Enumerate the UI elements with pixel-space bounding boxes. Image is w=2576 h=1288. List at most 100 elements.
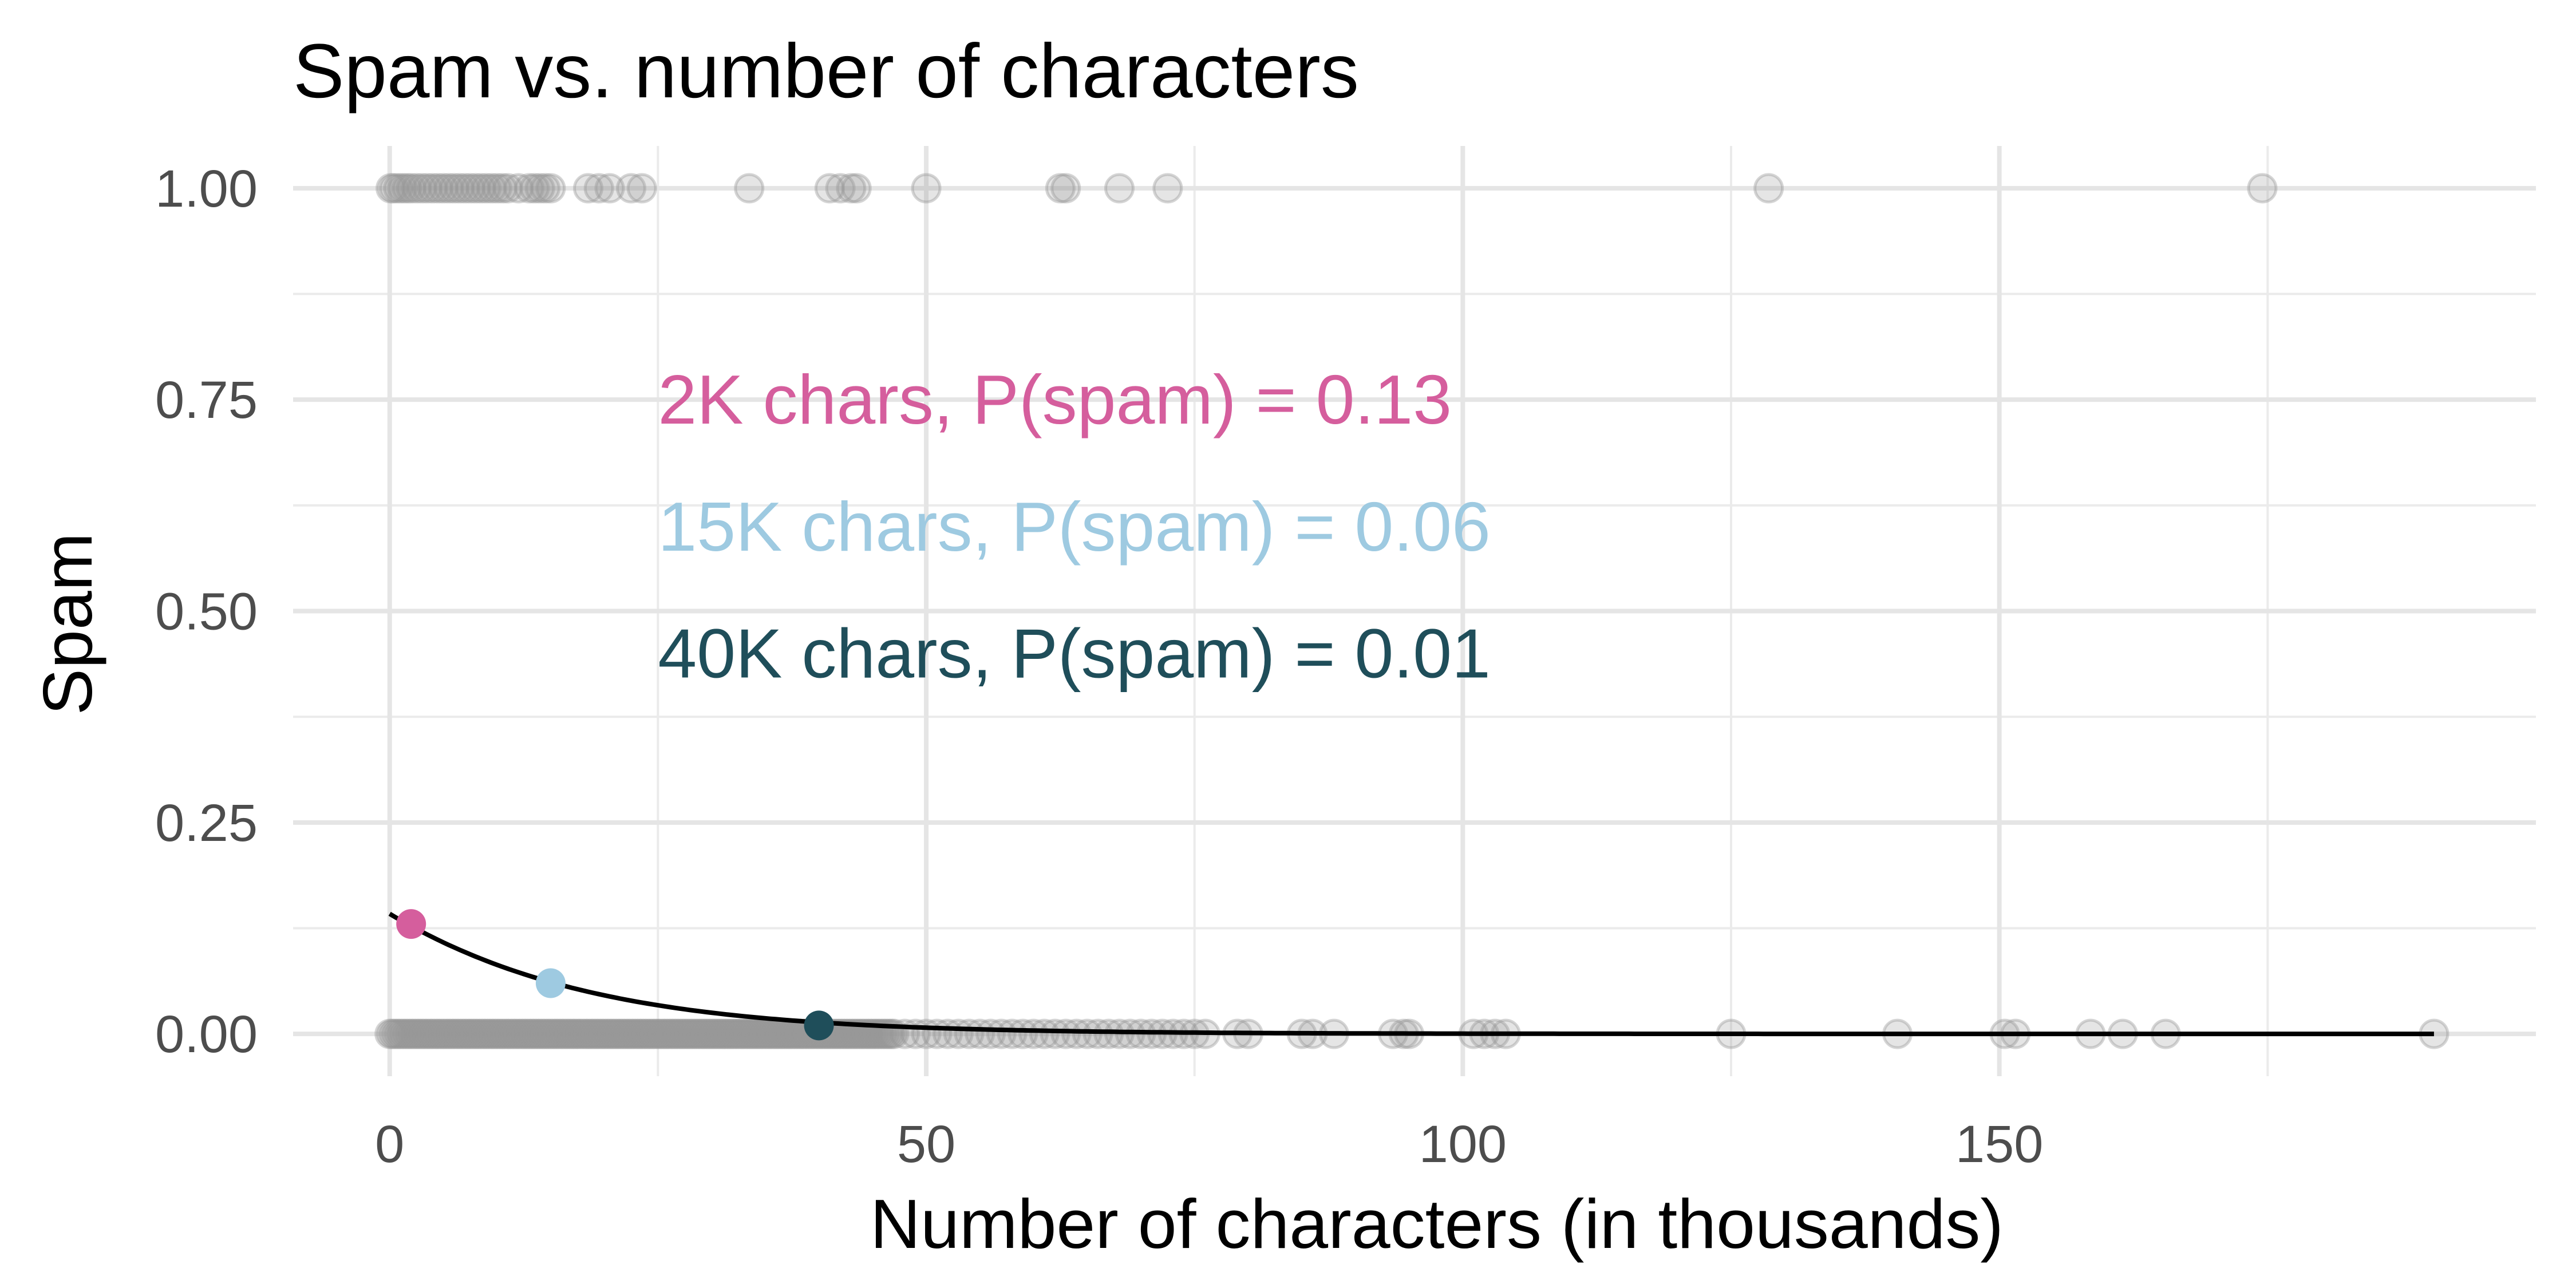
ham-point bbox=[597, 1018, 628, 1049]
ham-point bbox=[720, 1018, 751, 1049]
ham-point bbox=[616, 1018, 647, 1049]
ham-point bbox=[723, 1018, 754, 1049]
ham-point bbox=[543, 1018, 574, 1049]
ham-point bbox=[538, 1018, 569, 1049]
highlight-points bbox=[396, 909, 834, 1041]
ham-point bbox=[986, 1018, 1017, 1049]
spam-point bbox=[412, 173, 442, 204]
chart-title: Spam vs. number of characters bbox=[293, 29, 1359, 114]
fit-curve bbox=[388, 911, 2434, 1037]
ham-point bbox=[731, 1018, 762, 1049]
spam-point bbox=[401, 173, 432, 204]
x-tick-label: 0 bbox=[375, 1115, 404, 1174]
ham-point bbox=[420, 1018, 451, 1049]
spam-point bbox=[406, 173, 437, 204]
ham-point bbox=[575, 1018, 606, 1049]
highlight-point bbox=[804, 1010, 834, 1041]
spam-point bbox=[392, 173, 422, 204]
ham-point bbox=[621, 1018, 652, 1049]
ham-point bbox=[570, 1018, 601, 1049]
ham-point bbox=[667, 1018, 698, 1049]
ham-point bbox=[594, 1018, 625, 1049]
ham-point bbox=[540, 1018, 571, 1049]
spam-point bbox=[573, 173, 604, 204]
spam-point bbox=[471, 173, 501, 204]
ham-point bbox=[685, 1018, 716, 1049]
spam-point bbox=[481, 173, 512, 204]
ham-point bbox=[414, 1018, 445, 1049]
ham-point bbox=[374, 1018, 405, 1049]
ham-point bbox=[704, 1018, 735, 1049]
ham-point bbox=[441, 1018, 472, 1049]
spam-point bbox=[911, 173, 942, 204]
annotation-label: 40K chars, P(spam) = 0.01 bbox=[658, 614, 1491, 692]
spam-point bbox=[734, 173, 765, 204]
ham-point bbox=[669, 1018, 700, 1049]
ham-point bbox=[637, 1018, 668, 1049]
spam-point bbox=[1152, 173, 1183, 204]
ham-point bbox=[696, 1018, 727, 1049]
ham-point bbox=[1040, 1018, 1070, 1049]
ham-point bbox=[591, 1018, 622, 1049]
y-axis-ticks: 0.00 0.25 0.50 0.75 1.00 bbox=[155, 160, 258, 1064]
ham-point bbox=[516, 1018, 547, 1049]
spam-point bbox=[519, 173, 550, 204]
ham-point bbox=[425, 1018, 456, 1049]
ham-point bbox=[610, 1018, 641, 1049]
ham-point bbox=[388, 1018, 418, 1049]
ham-point bbox=[468, 1018, 499, 1049]
ham-point bbox=[449, 1018, 480, 1049]
ham-point bbox=[503, 1018, 534, 1049]
ham-point bbox=[401, 1018, 432, 1049]
ham-point bbox=[975, 1018, 1006, 1049]
spam-point bbox=[524, 173, 555, 204]
spam-point bbox=[583, 173, 614, 204]
ham-point bbox=[535, 1018, 566, 1049]
spam-point bbox=[492, 173, 523, 204]
ham-point bbox=[650, 1018, 681, 1049]
ham-point bbox=[675, 1018, 706, 1049]
ham-point bbox=[463, 1018, 493, 1049]
ham-point bbox=[447, 1018, 477, 1049]
spam-point bbox=[396, 173, 426, 204]
ham-point bbox=[736, 1018, 767, 1049]
spam-point bbox=[503, 173, 534, 204]
y-tick-label: 1.00 bbox=[155, 160, 258, 218]
spam-point bbox=[836, 173, 867, 204]
ham-point bbox=[1050, 1018, 1081, 1049]
spam-point bbox=[460, 173, 491, 204]
ham-point bbox=[997, 1018, 1028, 1049]
ham-point bbox=[546, 1018, 577, 1049]
ham-point bbox=[632, 1018, 663, 1049]
spam-point bbox=[449, 173, 480, 204]
annotation-label: 2K chars, P(spam) = 0.13 bbox=[658, 361, 1452, 438]
ham-point bbox=[1008, 1018, 1038, 1049]
annotations: 2K chars, P(spam) = 0.13 15K chars, P(spa… bbox=[658, 361, 1491, 692]
ham-point bbox=[409, 1018, 440, 1049]
ham-point bbox=[710, 1018, 741, 1049]
ham-point bbox=[642, 1018, 673, 1049]
highlight-point bbox=[535, 968, 566, 998]
ham-point bbox=[436, 1018, 467, 1049]
ham-point bbox=[578, 1018, 609, 1049]
ham-point bbox=[530, 1018, 561, 1049]
ham-point bbox=[404, 1018, 434, 1049]
spam-point bbox=[841, 173, 872, 204]
ham-point bbox=[460, 1018, 491, 1049]
ham-point bbox=[715, 1018, 746, 1049]
ham-point bbox=[605, 1018, 636, 1049]
ham-point bbox=[728, 1018, 759, 1049]
spam-point bbox=[513, 173, 544, 204]
ham-point bbox=[691, 1018, 722, 1049]
ham-point bbox=[683, 1018, 714, 1049]
ham-point bbox=[497, 1018, 528, 1049]
ham-point bbox=[551, 1018, 582, 1049]
ham-point bbox=[489, 1018, 520, 1049]
spam-point bbox=[444, 173, 475, 204]
ham-point bbox=[701, 1018, 732, 1049]
ham-point bbox=[428, 1018, 459, 1049]
y-tick-label: 0.25 bbox=[155, 794, 258, 852]
ham-point bbox=[645, 1018, 676, 1049]
ham-point bbox=[688, 1018, 719, 1049]
ham-point bbox=[562, 1018, 593, 1049]
